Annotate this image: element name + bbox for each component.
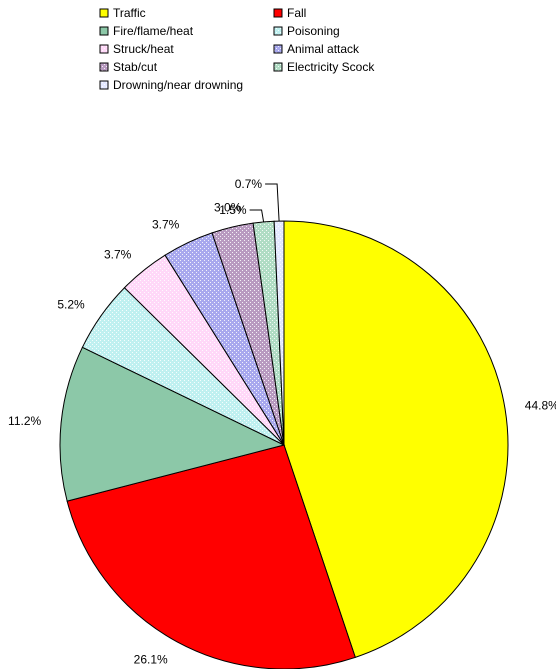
data-label-fall: 26.1% (134, 653, 168, 667)
legend-item-fall: Fall (273, 6, 306, 20)
legend-swatch-fire-flame-heat (99, 26, 109, 36)
legend-label-animal-attack: Animal attack (287, 42, 360, 56)
data-label-traffic: 44.8% (525, 399, 556, 413)
legend-swatch-stab-cut (99, 62, 109, 72)
legend-swatch-animal-attack (273, 44, 283, 54)
legend-swatch-poisoning (273, 26, 283, 36)
slice-fall (66, 444, 356, 669)
data-label-fire-flame-heat: 11.2% (8, 414, 41, 428)
legend-swatch-struck-heat (99, 44, 109, 54)
data-label-drowning-near-drowning: 0.7% (235, 177, 263, 191)
pie-slices (59, 220, 509, 669)
legend-item-fire-flame-heat: Fire/flame/heat (99, 24, 194, 38)
data-label-stab-cut: 3.0% (214, 201, 242, 215)
legend-swatch-drowning-near-drowning (99, 80, 109, 90)
legend-item-struck-heat: Struck/heat (99, 42, 174, 56)
legend-item-poisoning: Poisoning (273, 24, 340, 38)
legend-item-traffic: Traffic (99, 6, 146, 20)
data-label-poisoning: 5.2% (57, 297, 85, 311)
legend-swatch-traffic (99, 8, 109, 18)
legend-swatch-electricity-scock (273, 62, 283, 72)
legend-item-stab-cut: Stab/cut (99, 60, 158, 74)
data-label-struck-heat: 3.7% (104, 248, 132, 262)
data-label-animal-attack: 3.7% (152, 218, 180, 232)
legend-label-drowning-near-drowning: Drowning/near drowning (113, 78, 243, 92)
legend-label-fall: Fall (287, 6, 306, 20)
data-labels: 44.8% 26.1% 11.2% 5.2% 3.7% 3.7% 3.0%1.5% 0.7% (8, 177, 556, 667)
legend-label-electricity-scock: Electricity Scock (287, 60, 375, 74)
legend-item-drowning-near-drowning: Drowning/near drowning (99, 78, 243, 92)
legend-item-electricity-scock: Electricity Scock (273, 60, 375, 74)
legend-label-fire-flame-heat: Fire/flame/heat (113, 24, 194, 38)
data-label-electricity-scock: 1.5% (219, 203, 247, 217)
slice-fire-flame-heat (59, 346, 286, 502)
legend-label-stab-cut: Stab/cut (113, 60, 158, 74)
legend-swatch-fall (273, 8, 283, 18)
legend-label-poisoning: Poisoning (287, 24, 340, 38)
leader-lines (249, 183, 280, 222)
legend-label-traffic: Traffic (113, 6, 146, 20)
leader-line-drowning-near-drowning (265, 183, 280, 222)
leader-line-electricity-scock (249, 209, 265, 222)
slice-traffic (283, 220, 509, 658)
legend: Traffic Fall Fire/flame/heat Poisoning Struc… (99, 6, 375, 92)
legend-label-struck-heat: Struck/heat (113, 42, 174, 56)
legend-item-animal-attack: Animal attack (273, 42, 360, 56)
